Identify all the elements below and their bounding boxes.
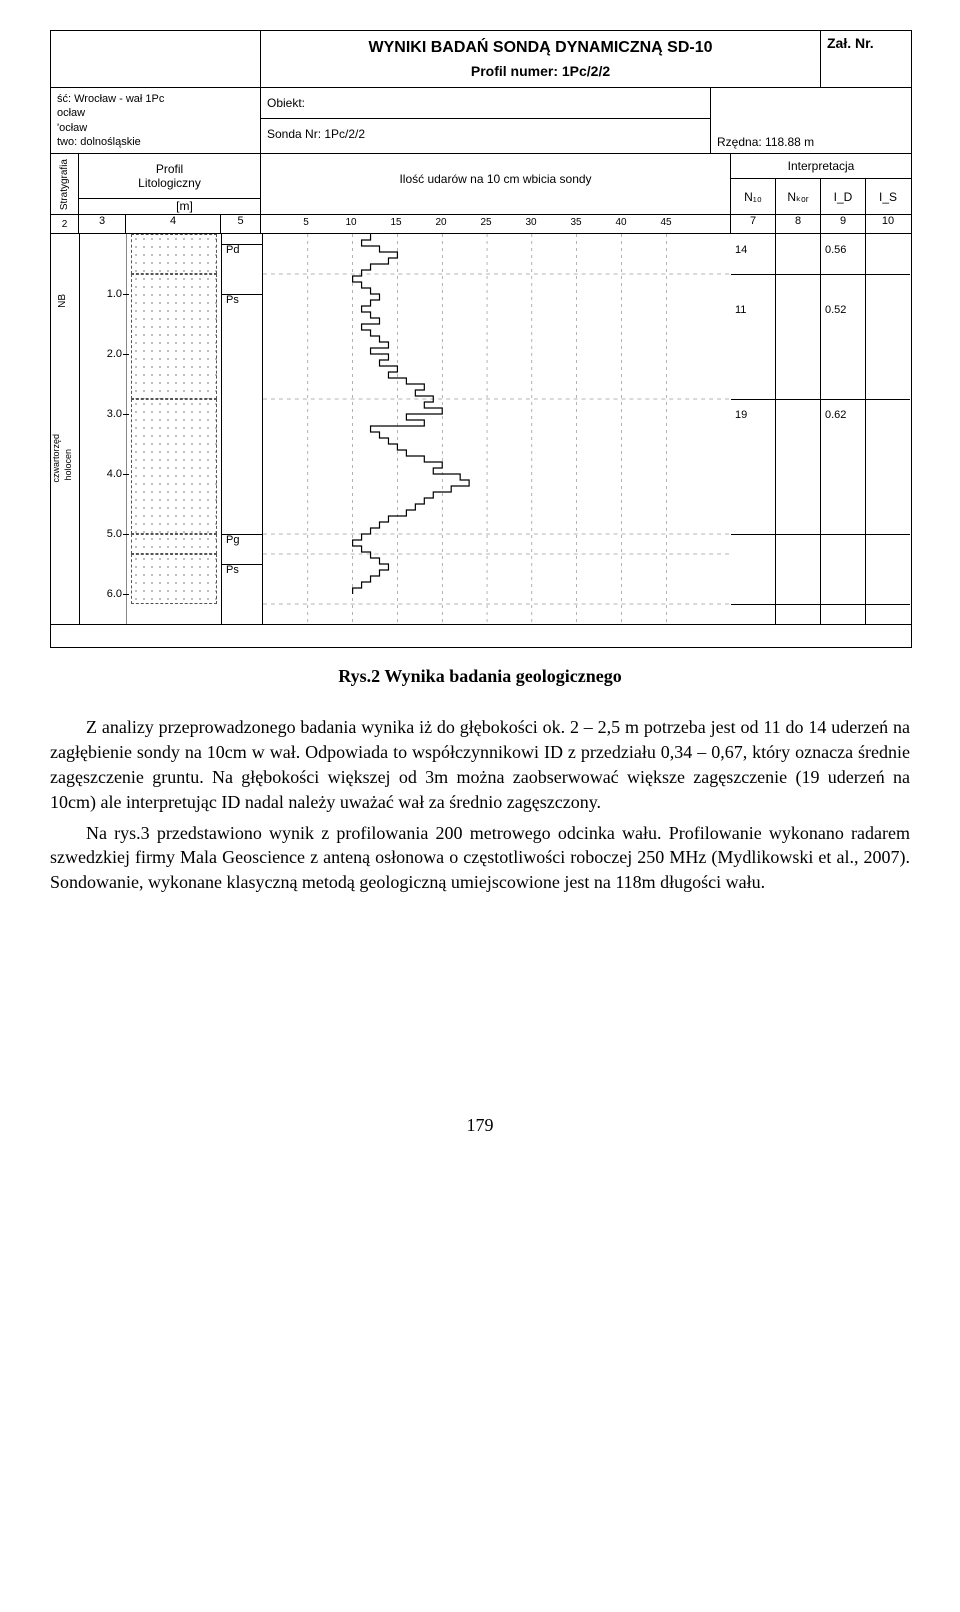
hdr-interp-cell: Interpretacja N₁₀ Nₖₒᵣ I_D I_S	[731, 154, 911, 214]
hdr-chart: Ilość udarów na 10 cm wbicia sondy	[261, 154, 731, 214]
main-title: WYNIKI BADAŃ SONDĄ DYNAMICZNĄ SD-10	[267, 39, 814, 57]
meta-mid: Obiekt: Sonda Nr: 1Pc/2/2	[261, 88, 711, 153]
interp-col-nkor: Nₖₒᵣ	[776, 179, 821, 214]
main-title-cell: WYNIKI BADAŃ SONDĄ DYNAMICZNĄ SD-10 Prof…	[261, 31, 821, 87]
litho-layer	[131, 534, 217, 554]
loc-line4: two: dolnośląskie	[57, 135, 254, 149]
litho-layer	[131, 274, 217, 399]
soil-type-label: Pg	[226, 534, 239, 546]
colnum-10: 10	[866, 215, 910, 233]
depth-tick: 6.0	[107, 588, 122, 600]
x-tick: 35	[570, 217, 581, 228]
x-tick: 40	[615, 217, 626, 228]
colnum-chart: 5 10 15 20 25 30 35 40 45	[261, 215, 731, 233]
rzedna-label: Rzędna: 118.88 m	[717, 135, 814, 149]
litho-layer	[131, 399, 217, 534]
interp-id-val: 0.62	[825, 409, 846, 421]
profile-num: 1Pc/2/2	[562, 63, 610, 79]
soil-type-label: Pd	[226, 244, 239, 256]
colnum-7: 7	[731, 215, 776, 233]
litho-col	[127, 234, 222, 624]
depth-tick: 2.0	[107, 348, 122, 360]
interp-nkor-col	[776, 234, 821, 624]
x-tick: 15	[390, 217, 401, 228]
geological-figure: WYNIKI BADAŃ SONDĄ DYNAMICZNĄ SD-10 Prof…	[50, 30, 912, 648]
strat-col: NB czwartorzęd holocen	[51, 234, 80, 624]
location-cell: ść: Wrocław - wał 1Pc ocław 'ocław two: …	[51, 88, 261, 153]
figure-caption: Rys.2 Wynika badania geologicznego	[50, 666, 910, 687]
sonda-label: Sonda Nr: 1Pc/2/2	[261, 119, 710, 149]
hdr-m: [m]	[79, 198, 260, 214]
litho-layer	[131, 234, 217, 274]
interp-col: 14 11 19 0.56 0.52 0.62	[731, 234, 911, 624]
interp-col-is: I_S	[866, 179, 910, 214]
litho-layer	[131, 554, 217, 604]
interp-col-id: I_D	[821, 179, 866, 214]
strat-vtext: Stratygrafia	[59, 159, 70, 210]
colnum-interp: 7 8 9 10	[731, 215, 911, 233]
interp-n10-val: 14	[735, 244, 747, 256]
colnum-9: 9	[821, 215, 866, 233]
x-tick: 25	[480, 217, 491, 228]
chart-svg	[263, 234, 731, 624]
title-row: WYNIKI BADAŃ SONDĄ DYNAMICZNĄ SD-10 Prof…	[51, 31, 911, 88]
colnum-4: 4	[126, 215, 221, 233]
colnum-5: 5	[221, 215, 260, 233]
bottom-pad	[51, 625, 911, 647]
interp-n10-val: 11	[735, 304, 746, 316]
strat-hol: holocen	[63, 449, 73, 481]
x-tick: 10	[345, 217, 356, 228]
hdr-ilosc: Ilość udarów na 10 cm wbicia sondy	[261, 172, 730, 186]
loc-blank-top	[51, 31, 261, 87]
colnum-3: 3	[79, 215, 126, 233]
strat-czw: czwartorzęd	[51, 434, 61, 483]
colnum-2: 2	[51, 215, 79, 233]
hdr-profil: Profil Litologiczny	[79, 154, 260, 198]
x-tick: 20	[435, 217, 446, 228]
profile-label: Profil numer:	[471, 63, 558, 79]
colnum-prof: 3 4 5	[79, 215, 261, 233]
interp-id-val: 0.56	[825, 244, 846, 256]
interp-id-col: 0.56 0.52 0.62	[821, 234, 866, 624]
zal-cell: Zał. Nr.	[821, 31, 911, 87]
paragraph-1: Z analizy przeprowadzonego badania wynik…	[50, 715, 910, 814]
header-row: Stratygrafia Profil Litologiczny [m] Ilo…	[51, 154, 911, 215]
x-tick: 30	[525, 217, 536, 228]
prof-col: 1.0 2.0 3.0 4.0 5.0 6.0 Pd Ps Pg Ps	[80, 234, 263, 624]
depth-tick: 3.0	[107, 408, 122, 420]
chart-col	[263, 234, 731, 624]
interp-is-col	[866, 234, 910, 624]
x-tick: 5	[303, 217, 309, 228]
depth-tick: 5.0	[107, 528, 122, 540]
hdr-profil-cell: Profil Litologiczny [m]	[79, 154, 261, 214]
meta-row: ść: Wrocław - wał 1Pc ocław 'ocław two: …	[51, 88, 911, 154]
obiekt-label: Obiekt:	[261, 88, 710, 119]
chart-region: NB czwartorzęd holocen 1.0 2.0 3.0 4.0 5.0 6.…	[51, 234, 911, 625]
depth-col: 1.0 2.0 3.0 4.0 5.0 6.0	[80, 234, 127, 624]
rzedna-cell: Rzędna: 118.88 m	[711, 88, 911, 153]
hdr-interp: Interpretacja	[731, 154, 911, 179]
soil-type-label: Ps	[226, 564, 239, 576]
x-tick: 45	[660, 217, 671, 228]
page-number: 179	[50, 1115, 910, 1136]
strat-nb: NB	[57, 294, 68, 308]
interp-n10-col: 14 11 19	[731, 234, 776, 624]
loc-line3: 'ocław	[57, 121, 254, 135]
paragraph-2: Na rys.3 przedstawiono wynik z profilowa…	[50, 821, 910, 895]
soil-type-label: Ps	[226, 294, 239, 306]
hdr-strat: Stratygrafia	[51, 154, 79, 214]
loc-line2: ocław	[57, 106, 254, 120]
depth-tick: 4.0	[107, 468, 122, 480]
interp-id-val: 0.52	[825, 304, 846, 316]
colnum-8: 8	[776, 215, 821, 233]
depth-tick: 1.0	[107, 288, 122, 300]
interp-n10-val: 19	[735, 409, 747, 421]
loc-line1: ść: Wrocław - wał 1Pc	[57, 92, 254, 106]
interp-col-n10: N₁₀	[731, 179, 776, 214]
colnum-row: 2 3 4 5 51015202530354045 7 8 9 10	[51, 215, 911, 234]
soil-col: Pd Ps Pg Ps	[222, 234, 262, 624]
